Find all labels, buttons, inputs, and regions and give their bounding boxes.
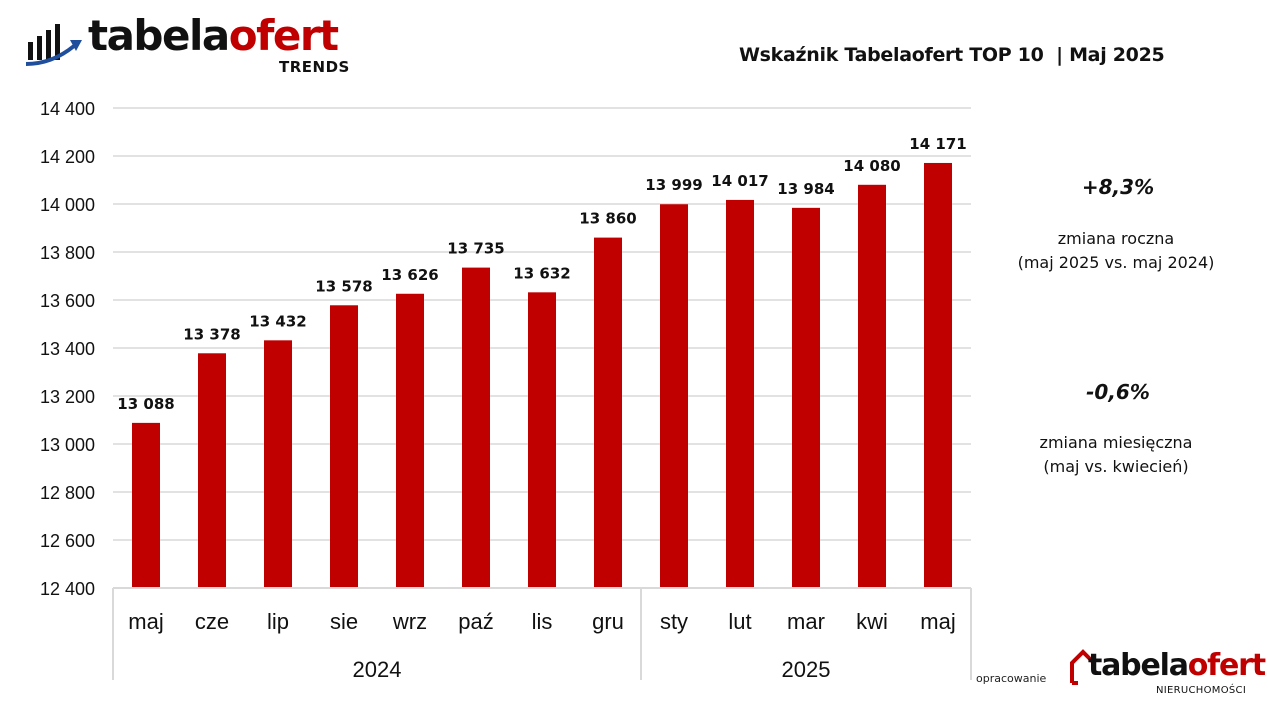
x-tick-label: paź [458,609,493,634]
y-tick-label: 13 800 [40,243,95,263]
bar [198,353,226,588]
data-label: 13 984 [777,180,834,198]
y-tick-label: 14 000 [40,195,95,215]
yearly-change-value: +8,3% [1081,175,1155,199]
y-tick-label: 13 000 [40,435,95,455]
y-tick-label: 13 600 [40,291,95,311]
bar [330,305,358,588]
data-label: 13 626 [381,266,438,284]
y-tick-label: 13 400 [40,339,95,359]
data-label: 13 735 [447,240,504,258]
logo-word-part1: tabela [88,11,230,60]
x-tick-label: maj [128,609,163,634]
bar [264,340,292,588]
y-tick-label: 14 200 [40,147,95,167]
yearly-change-label-line1: zmiana roczna [1057,229,1175,248]
x-tick-label: lis [532,609,553,634]
monthly-change-label: zmiana miesięczna (maj vs. kwiecień) [986,431,1246,479]
footer-logo-subtitle: NIERUCHOMOŚCI [1156,685,1247,696]
yearly-change-label-line2: (maj 2025 vs. maj 2024) [1017,253,1215,272]
data-label: 13 632 [513,264,570,282]
logo-word-part2: ofert [228,11,339,60]
yearly-change-label: zmiana roczna (maj 2025 vs. maj 2024) [986,227,1246,275]
bar [594,237,622,588]
monthly-change-label-line1: zmiana miesięczna [1039,433,1193,452]
data-label: 14 080 [843,157,900,175]
y-tick-label: 12 400 [40,579,95,599]
x-tick-label: gru [592,609,624,634]
x-tick-label: cze [195,609,229,634]
page-title: Wskaźnik Tabelaofert TOP 10 | Maj 2025 [739,44,1165,66]
footer-logo-wordmark: tabelaofert [1088,648,1266,683]
bar [132,422,160,588]
x-tick-label: lut [728,609,751,634]
group-label: 2024 [353,657,402,682]
bar [792,207,820,588]
credit-text: opracowanie [976,672,1047,685]
footer-logo-part2: ofert [1187,648,1266,683]
y-tick-label: 14 400 [40,99,95,119]
data-label: 13 088 [117,395,174,413]
bar [396,293,424,588]
bar [858,184,886,589]
bar [660,204,688,589]
bar [924,162,952,588]
x-tick-label: lip [267,609,289,634]
data-label: 14 017 [711,172,768,190]
x-tick-label: maj [920,609,955,634]
tabelaofert-trends-logo: tabelaofert TRENDS [26,10,366,80]
bar [528,292,556,588]
y-tick-label: 13 200 [40,387,95,407]
data-label: 13 999 [645,176,702,194]
footer-logo-part1: tabela [1088,648,1189,683]
data-label: 13 860 [579,210,636,228]
bar-chart-logo-icon [26,24,82,66]
logo-wordmark: tabelaofert [88,11,339,60]
monthly-change-label-line2: (maj vs. kwiecień) [1043,457,1189,476]
bar [462,267,490,588]
bar [726,199,754,589]
x-tick-label: sty [660,609,688,634]
group-label: 2025 [782,657,831,682]
monthly-change-value: -0,6% [1086,380,1150,404]
x-tick-label: sie [330,609,358,634]
logo-subtitle: TRENDS [279,58,350,76]
x-tick-label: wrz [392,609,427,634]
data-label: 14 171 [909,135,966,153]
y-tick-label: 12 800 [40,483,95,503]
house-icon [1070,649,1096,685]
y-tick-label: 12 600 [40,531,95,551]
data-label: 13 578 [315,277,372,295]
data-label: 13 378 [183,325,240,343]
data-label: 13 432 [249,312,306,330]
x-tick-label: mar [787,609,825,634]
tabelaofert-nieruchomosci-logo: tabelaofert NIERUCHOMOŚCI [1068,647,1266,707]
x-tick-label: kwi [856,609,888,634]
